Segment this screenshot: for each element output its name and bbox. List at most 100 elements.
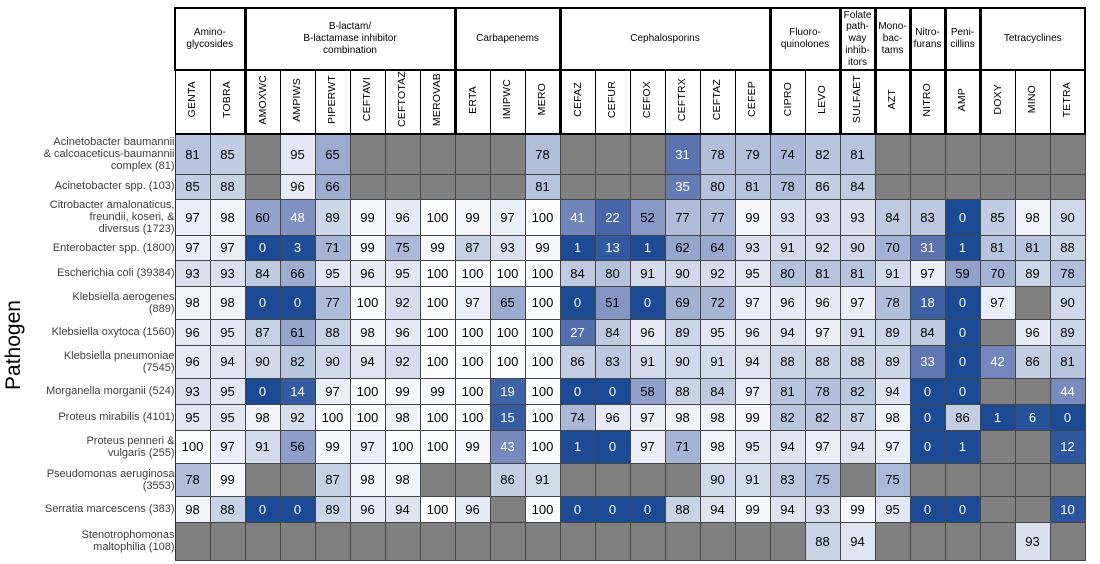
heatmap-cell: 98 — [349, 318, 386, 346]
heatmap-cell: 84 — [874, 198, 911, 236]
heatmap-cell-no-data — [384, 133, 421, 175]
heatmap-cell: 95 — [314, 259, 351, 287]
heatmap-cell: 99 — [314, 429, 351, 464]
heatmap-cell: 91 — [769, 234, 806, 261]
row-label: Escherichia coli (39384) — [0, 260, 175, 287]
heatmap-cell: 84 — [909, 318, 946, 346]
column-header-label: SULFAET — [851, 75, 864, 124]
heatmap-cell: 0 — [279, 495, 316, 523]
heatmap-cell: 98 — [874, 403, 911, 431]
heatmap-cell-no-data — [279, 462, 316, 497]
heatmap-cell: 99 — [209, 462, 246, 497]
heatmap-cell: 94 — [839, 521, 876, 561]
antibiotic-class-header: B-lactam/ B-lactamase inhibitor combinat… — [243, 7, 456, 71]
antibiotic-class-header: Carbapenems — [453, 7, 561, 71]
pathogen-row: Citrobacter amalonaticus, freundii, kose… — [0, 198, 1086, 236]
heatmap-cell-no-data — [979, 377, 1016, 405]
column-header: CEFEP — [734, 69, 771, 135]
heatmap-cell-no-data — [909, 173, 946, 200]
heatmap-cell: 100 — [524, 285, 561, 320]
heatmap-cell-no-data — [174, 521, 211, 561]
heatmap-cell-no-data — [874, 133, 911, 175]
heatmap-cell: 96 — [384, 318, 421, 346]
pathogen-row: Escherichia coli (39384) 93 93 84 66 95 96 95 10… — [0, 259, 1086, 287]
heatmap-cell: 98 — [1014, 198, 1051, 236]
column-header-label: AZT — [886, 89, 899, 110]
column-header-label: TOBRA — [220, 81, 233, 118]
heatmap-cell: 94 — [839, 429, 876, 464]
heatmap-cell: 97 — [454, 285, 491, 320]
heatmap-cell: 85 — [979, 198, 1016, 236]
heatmap-cell: 88 — [804, 521, 841, 561]
column-header: DOXY — [978, 69, 1016, 135]
row-label: Klebsiella pneumoniae (7545) — [0, 345, 175, 379]
heatmap-cell: 88 — [664, 377, 701, 405]
heatmap-cell: 93 — [174, 377, 211, 405]
heatmap-cell: 100 — [419, 259, 456, 287]
heatmap-cell: 83 — [594, 344, 631, 379]
heatmap-cell-no-data — [1049, 462, 1086, 497]
heatmap-cell: 95 — [384, 259, 421, 287]
heatmap-cell: 99 — [734, 495, 771, 523]
heatmap-cell-no-data — [594, 133, 631, 175]
heatmap-cell: 70 — [979, 259, 1016, 287]
heatmap-cell: 88 — [209, 173, 246, 200]
heatmap-cell: 98 — [244, 403, 281, 431]
column-header: TETRA — [1049, 69, 1086, 135]
heatmap-cell: 81 — [174, 133, 211, 175]
column-header: CIPRO — [768, 69, 806, 135]
row-label: Proteus mirabilis (4101) — [0, 404, 175, 431]
heatmap-cell: 90 — [244, 344, 281, 379]
heatmap-cell: 94 — [874, 377, 911, 405]
heatmap-cell: 77 — [314, 285, 351, 320]
heatmap-cell-no-data — [944, 462, 981, 497]
heatmap-cell-no-data — [349, 133, 386, 175]
heatmap-cell: 33 — [909, 344, 946, 379]
heatmap-cell-no-data — [1014, 495, 1051, 523]
heatmap-cell: 94 — [734, 344, 771, 379]
heatmap-cell: 94 — [769, 318, 806, 346]
heatmap-cell: 96 — [734, 318, 771, 346]
heatmap-cell: 97 — [734, 377, 771, 405]
heatmap-cell: 90 — [1049, 198, 1086, 236]
heatmap-cell: 13 — [594, 234, 631, 261]
heatmap-cell-no-data — [559, 462, 596, 497]
heatmap-cell: 78 — [769, 173, 806, 200]
heatmap-cell: 90 — [314, 344, 351, 379]
column-header-label: MERO — [535, 83, 548, 116]
heatmap-cell: 96 — [1014, 318, 1051, 346]
heatmap-cell: 96 — [384, 198, 421, 236]
antibiotic-abbrev-row: GENTA TOBRA AMOXWC AMPIWS PIPERWT CEFTAVI CEFT… — [0, 69, 1086, 135]
heatmap-cell-no-data — [979, 173, 1016, 200]
y-axis-title-text: Pathogen — [2, 300, 26, 390]
heatmap-cell: 99 — [734, 198, 771, 236]
heatmap-cell: 52 — [629, 198, 666, 236]
heatmap-cell: 88 — [209, 495, 246, 523]
heatmap-cell: 78 — [874, 285, 911, 320]
heatmap-cell: 98 — [699, 429, 736, 464]
heatmap-cell-no-data — [244, 173, 281, 200]
column-header-label: ERTA — [466, 85, 479, 114]
heatmap-cell: 65 — [489, 285, 526, 320]
heatmap-cell-no-data — [244, 462, 281, 497]
heatmap-cell: 97 — [874, 429, 911, 464]
heatmap-cell: 93 — [209, 259, 246, 287]
heatmap-cell: 0 — [909, 495, 946, 523]
heatmap-cell: 92 — [279, 403, 316, 431]
column-header-label: CEFTAVI — [361, 77, 374, 122]
heatmap-cell: 100 — [454, 318, 491, 346]
heatmap-cell-no-data — [1014, 429, 1051, 464]
heatmap-cell: 88 — [1049, 234, 1086, 261]
heatmap-cell: 93 — [174, 259, 211, 287]
heatmap-cell: 100 — [489, 344, 526, 379]
heatmap-cell-no-data — [664, 462, 701, 497]
column-header: LEVO — [804, 69, 841, 135]
heatmap-cell: 87 — [839, 403, 876, 431]
heatmap-cell-no-data — [594, 521, 631, 561]
pathogen-row: Klebsiella oxytoca (1560) 96 95 87 61 88 98 96 1… — [0, 318, 1086, 346]
heatmap-cell: 97 — [629, 403, 666, 431]
column-header-label: CEFOX — [641, 80, 654, 119]
heatmap-cell-no-data — [909, 462, 946, 497]
heatmap-cell: 98 — [174, 495, 211, 523]
